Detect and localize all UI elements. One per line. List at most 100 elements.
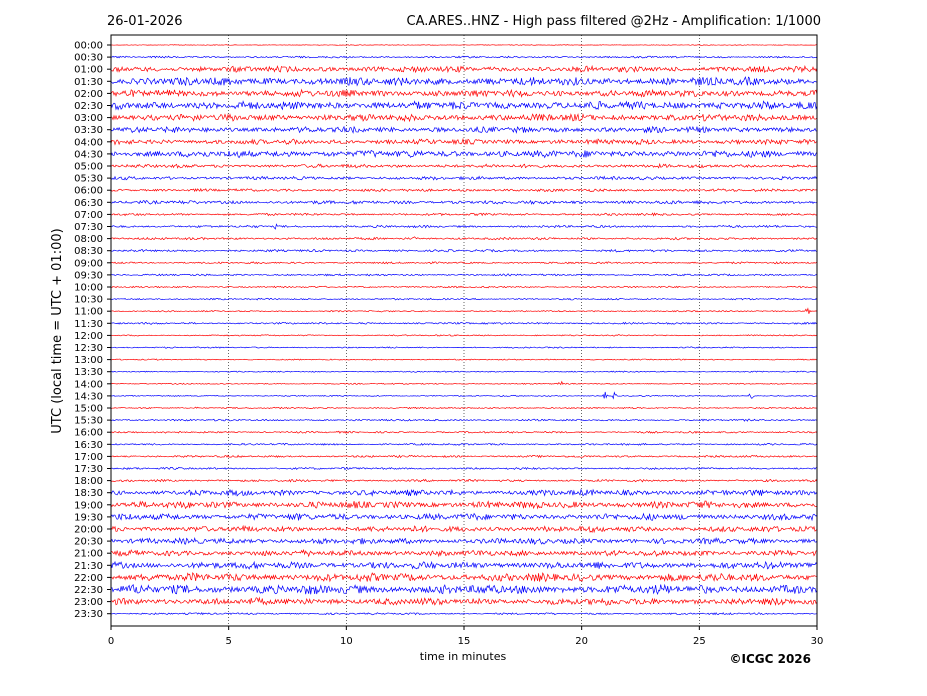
trace-1030 [110, 297, 818, 301]
trace-0230 [110, 100, 818, 111]
x-tick-label: 15 [458, 636, 471, 647]
trace-1900 [110, 500, 818, 510]
y-tick-label: 04:00 [74, 137, 103, 148]
trace-1800 [110, 478, 818, 483]
trace-1130 [110, 321, 818, 325]
trace-1630 [110, 442, 818, 446]
y-tick-label: 15:30 [74, 416, 103, 427]
trace-0830 [110, 248, 818, 253]
trace-0200 [110, 88, 818, 98]
x-tick-label: 20 [575, 636, 588, 647]
y-tick-label: 06:30 [74, 198, 103, 209]
trace-1930 [110, 512, 818, 522]
trace-0630 [110, 199, 818, 205]
y-tick-label: 12:00 [74, 331, 103, 342]
y-tick-label: 01:00 [74, 65, 103, 76]
trace-1530 [110, 418, 818, 422]
trace-2300 [110, 596, 818, 606]
trace-1430 [110, 391, 818, 400]
trace-0100 [110, 64, 818, 74]
y-tick-label: 19:30 [74, 512, 103, 523]
y-tick-label: 05:00 [74, 162, 103, 173]
y-tick-label: 12:30 [74, 343, 103, 354]
trace-2130 [110, 560, 818, 570]
y-tick-label: 22:00 [74, 573, 103, 584]
y-tick-label: 17:00 [74, 452, 103, 463]
trace-1230 [110, 346, 818, 349]
y-tick-label: 08:00 [74, 234, 103, 245]
y-tick-label: 09:00 [74, 258, 103, 269]
y-tick-label: 08:30 [74, 246, 103, 257]
trace-0730 [111, 223, 818, 230]
y-tick-label: 05:30 [74, 174, 103, 185]
trace-0530 [110, 175, 818, 181]
x-tick-label: 30 [811, 636, 824, 647]
y-tick-label: 16:00 [74, 428, 103, 439]
y-tick-label: 03:30 [74, 125, 103, 136]
y-tick-label: 20:00 [74, 525, 103, 536]
y-tick-label: 23:00 [74, 597, 103, 608]
trace-0300 [110, 112, 818, 123]
y-tick-label: 20:30 [74, 537, 103, 548]
y-tick-label: 18:00 [74, 476, 103, 487]
trace-1700 [110, 454, 818, 459]
chart-date: 26-01-2026 [107, 14, 183, 29]
y-tick-label: 13:30 [74, 367, 103, 378]
trace-2030 [110, 536, 818, 546]
x-tick-label: 0 [108, 636, 114, 647]
y-tick-label: 13:00 [74, 355, 103, 366]
y-tick-label: 00:00 [74, 41, 103, 52]
trace-2200 [110, 571, 818, 583]
trace-2330 [110, 612, 818, 616]
y-tick-label: 00:30 [74, 53, 103, 64]
trace-0930 [110, 273, 818, 277]
y-tick-label: 15:00 [74, 404, 103, 415]
trace-1100 [110, 307, 818, 314]
trace-1600 [110, 430, 818, 434]
y-tick-label: 02:00 [74, 89, 103, 100]
x-tick-label: 25 [693, 636, 706, 647]
y-tick-label: 22:30 [74, 585, 103, 596]
traces [110, 44, 818, 616]
y-tick-label: 19:00 [74, 500, 103, 511]
trace-0400 [110, 137, 818, 146]
y-tick-label: 11:30 [74, 319, 103, 330]
x-tick-label: 10 [340, 636, 353, 647]
y-tick-label: 01:30 [74, 77, 103, 88]
y-tick-label: 02:30 [74, 101, 103, 112]
trace-0030 [110, 55, 818, 59]
trace-0900 [110, 261, 818, 265]
trace-2230 [110, 583, 818, 595]
y-tick-label: 21:00 [74, 549, 103, 560]
y-tick-label: 04:30 [74, 149, 103, 160]
y-tick-label: 03:00 [74, 113, 103, 124]
y-tick-label: 18:30 [74, 488, 103, 499]
y-tick-label: 11:00 [74, 307, 103, 318]
trace-1830 [110, 488, 818, 497]
trace-1400 [110, 380, 818, 386]
trace-0600 [110, 187, 818, 193]
chart-title: CA.ARES..HNZ - High pass filtered @2Hz -… [407, 14, 821, 29]
trace-0130 [110, 76, 818, 87]
trace-1330 [110, 370, 818, 373]
y-tick-label: 06:00 [74, 186, 103, 197]
y-tick-label: 14:30 [74, 391, 103, 402]
trace-0430 [110, 149, 818, 159]
trace-2100 [110, 548, 818, 558]
copyright-label: ©ICGC 2026 [729, 652, 811, 666]
y-tick-labels: 00:0000:3001:0001:3002:0002:3003:0003:30… [74, 41, 111, 620]
y-tick-label: 14:00 [74, 379, 103, 390]
trace-1000 [110, 285, 818, 289]
trace-1730 [110, 466, 818, 471]
y-tick-label: 07:30 [74, 222, 103, 233]
trace-1300 [110, 358, 818, 361]
y-tick-label: 23:30 [74, 609, 103, 620]
y-tick-label: 10:00 [74, 283, 103, 294]
x-ticks: 0 5 10 15 20 25 30 [108, 626, 824, 647]
x-tick-label: 5 [225, 636, 231, 647]
x-grid [228, 35, 700, 626]
y-tick-label: 16:30 [74, 440, 103, 451]
trace-2000 [110, 524, 818, 534]
trace-0000 [110, 44, 818, 46]
